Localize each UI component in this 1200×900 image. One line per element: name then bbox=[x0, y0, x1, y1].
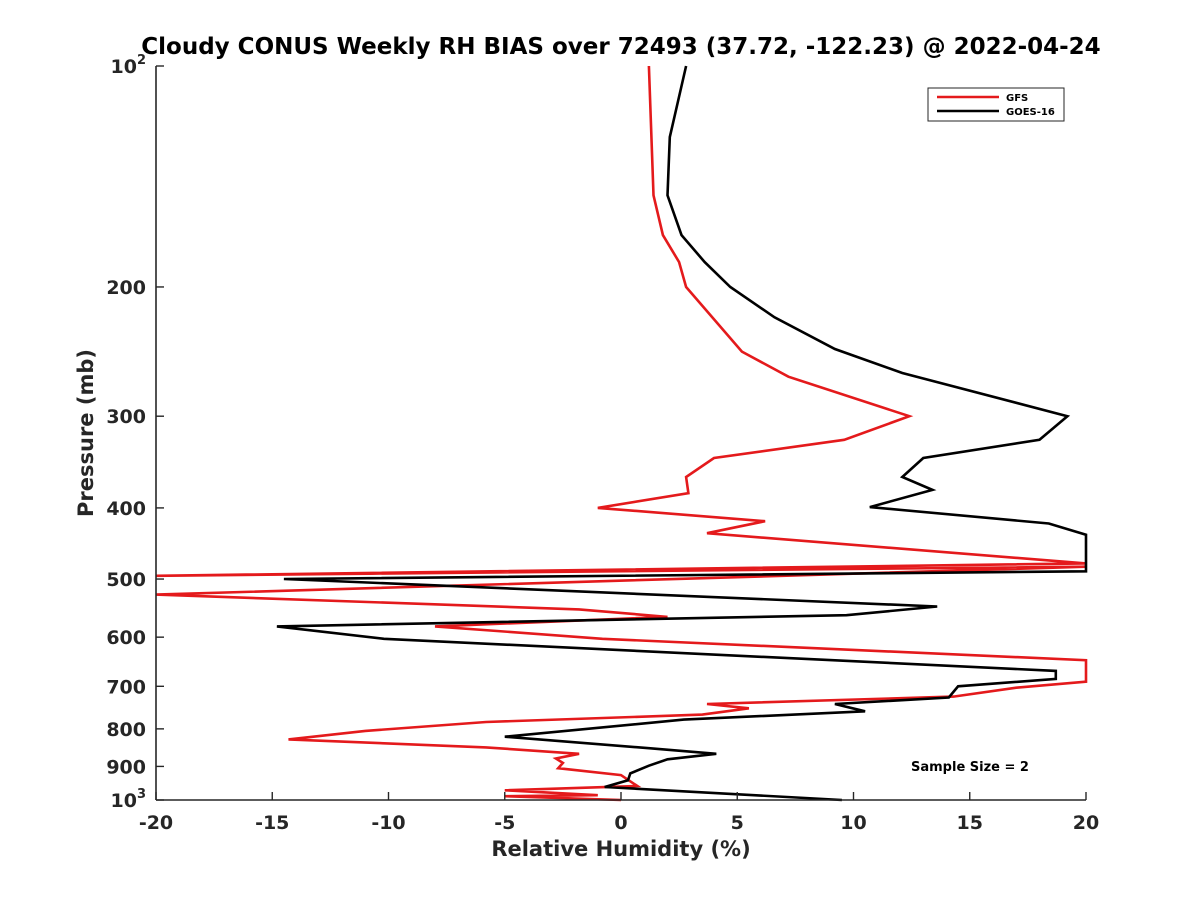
plot-frame bbox=[156, 66, 1086, 800]
x-tick-label: -20 bbox=[139, 812, 173, 834]
y-tick-label: 500 bbox=[106, 569, 146, 591]
series-layer bbox=[155, 65, 1088, 802]
x-ticks: -20 -15 -10 -5 0 5 10 15 20 bbox=[139, 792, 1099, 834]
series-line-gfs bbox=[155, 65, 1088, 802]
chart-title: Cloudy CONUS Weekly RH BIAS over 72493 (… bbox=[141, 34, 1100, 60]
y-tick-label: 200 bbox=[106, 277, 146, 299]
x-tick-label: 5 bbox=[731, 812, 744, 834]
y-tick-label: 300 bbox=[106, 406, 146, 428]
legend-box bbox=[927, 87, 1065, 122]
legend-label-goes16: GOES-16 bbox=[1006, 107, 1055, 118]
y-tick-label: 800 bbox=[106, 719, 146, 741]
y-ticks: 102 200 300 400 500 600 700 800 900 103 bbox=[106, 53, 164, 812]
x-tick-label: 10 bbox=[840, 812, 866, 834]
y-tick-label: 700 bbox=[106, 676, 146, 698]
x-tick-label: 0 bbox=[614, 812, 627, 834]
series-line-goes16 bbox=[276, 65, 1088, 802]
legend-label-gfs: GFS bbox=[1006, 93, 1028, 104]
legend: GFS GOES-16 bbox=[927, 87, 1065, 122]
y-tick-label: 400 bbox=[106, 498, 146, 520]
x-tick-label: -10 bbox=[371, 812, 405, 834]
x-tick-label: -5 bbox=[494, 812, 515, 834]
y-axis-label: Pressure (mb) bbox=[74, 349, 98, 517]
x-tick-label: 15 bbox=[957, 812, 983, 834]
plot-area bbox=[156, 66, 1086, 800]
x-axis-label: Relative Humidity (%) bbox=[491, 837, 750, 861]
sample-size-annotation: Sample Size = 2 bbox=[911, 760, 1029, 775]
y-tick-label: 600 bbox=[106, 627, 146, 649]
x-tick-label: 20 bbox=[1073, 812, 1099, 834]
x-tick-label: -15 bbox=[255, 812, 289, 834]
y-tick-label: 900 bbox=[106, 756, 146, 778]
y-tick-label: 103 bbox=[111, 787, 147, 812]
y-tick-label: 102 bbox=[111, 53, 147, 78]
